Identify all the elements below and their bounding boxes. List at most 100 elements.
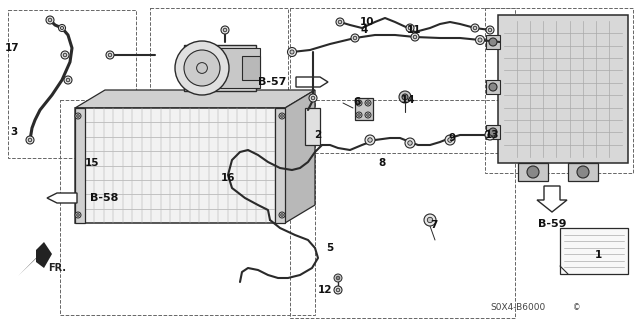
Text: 3: 3 [10, 127, 18, 137]
Circle shape [336, 276, 340, 280]
Circle shape [445, 135, 455, 145]
Bar [485, 8, 633, 173]
Bar [486, 35, 500, 49]
Circle shape [106, 51, 114, 59]
Text: B-58: B-58 [90, 193, 118, 203]
Circle shape [476, 36, 484, 44]
Text: 7: 7 [430, 220, 438, 230]
Circle shape [413, 35, 417, 39]
Circle shape [527, 166, 539, 178]
Text: 6: 6 [353, 97, 360, 107]
Text: ©: © [573, 303, 580, 313]
Bar [8, 10, 136, 158]
Text: 12: 12 [317, 285, 332, 295]
Circle shape [478, 38, 482, 42]
Circle shape [336, 288, 340, 292]
Circle shape [399, 91, 411, 103]
Circle shape [184, 50, 220, 86]
Text: 16: 16 [221, 173, 236, 183]
Polygon shape [47, 193, 77, 203]
Circle shape [175, 41, 229, 95]
Circle shape [63, 53, 67, 57]
Bar [498, 15, 628, 163]
Circle shape [279, 113, 285, 119]
Circle shape [77, 115, 79, 117]
Polygon shape [36, 242, 52, 268]
Circle shape [367, 102, 369, 104]
Bar [75, 108, 285, 223]
Circle shape [334, 274, 342, 282]
Circle shape [408, 141, 412, 145]
Bar [150, 8, 288, 126]
Circle shape [365, 112, 371, 118]
Circle shape [486, 26, 494, 34]
Bar [184, 44, 256, 92]
Circle shape [196, 63, 207, 73]
Circle shape [223, 28, 227, 32]
Bar [290, 8, 515, 153]
Text: FR.: FR. [48, 263, 66, 273]
Circle shape [408, 26, 412, 30]
Text: 4: 4 [360, 25, 368, 35]
Text: 14: 14 [401, 95, 415, 105]
Bar [220, 48, 260, 88]
Circle shape [356, 112, 362, 118]
Text: B-57: B-57 [258, 77, 286, 87]
Bar [75, 108, 85, 223]
Circle shape [311, 96, 315, 100]
Polygon shape [296, 77, 328, 87]
Circle shape [448, 138, 452, 142]
Bar [486, 80, 500, 94]
Bar [486, 125, 500, 139]
Circle shape [473, 26, 477, 30]
Bar [355, 98, 373, 120]
Circle shape [338, 20, 342, 24]
Circle shape [26, 136, 34, 144]
Circle shape [365, 100, 371, 106]
Circle shape [488, 133, 492, 137]
Circle shape [336, 18, 344, 26]
Bar [60, 100, 315, 315]
Circle shape [66, 78, 70, 82]
Bar [275, 108, 285, 223]
Circle shape [489, 128, 497, 136]
Circle shape [471, 24, 479, 32]
Circle shape [353, 36, 357, 40]
Circle shape [334, 286, 342, 294]
Circle shape [108, 53, 112, 57]
Text: 2: 2 [314, 130, 322, 140]
Circle shape [402, 94, 408, 100]
Circle shape [61, 51, 69, 59]
Text: 5: 5 [326, 243, 333, 253]
Circle shape [367, 114, 369, 116]
Circle shape [428, 217, 433, 223]
Circle shape [368, 138, 372, 142]
Text: 10: 10 [360, 17, 374, 27]
Circle shape [75, 212, 81, 218]
Circle shape [64, 76, 72, 84]
Bar [518, 163, 548, 181]
Circle shape [356, 100, 362, 106]
Circle shape [358, 114, 360, 116]
Bar [242, 56, 260, 80]
Text: 8: 8 [378, 158, 386, 168]
Circle shape [58, 25, 65, 31]
Bar [568, 163, 598, 181]
Text: 9: 9 [449, 133, 456, 143]
Polygon shape [75, 90, 315, 108]
Circle shape [489, 38, 497, 46]
Polygon shape [537, 186, 567, 212]
Text: B-59: B-59 [538, 219, 566, 229]
Circle shape [281, 115, 284, 117]
Text: 17: 17 [4, 43, 19, 53]
Circle shape [77, 214, 79, 216]
Circle shape [28, 138, 32, 142]
Circle shape [279, 212, 285, 218]
Circle shape [577, 166, 589, 178]
Bar [560, 228, 628, 274]
Text: S0X4-B6000: S0X4-B6000 [490, 303, 545, 313]
Circle shape [281, 214, 284, 216]
Circle shape [488, 28, 492, 32]
Text: 11: 11 [407, 25, 421, 35]
Circle shape [406, 24, 414, 32]
